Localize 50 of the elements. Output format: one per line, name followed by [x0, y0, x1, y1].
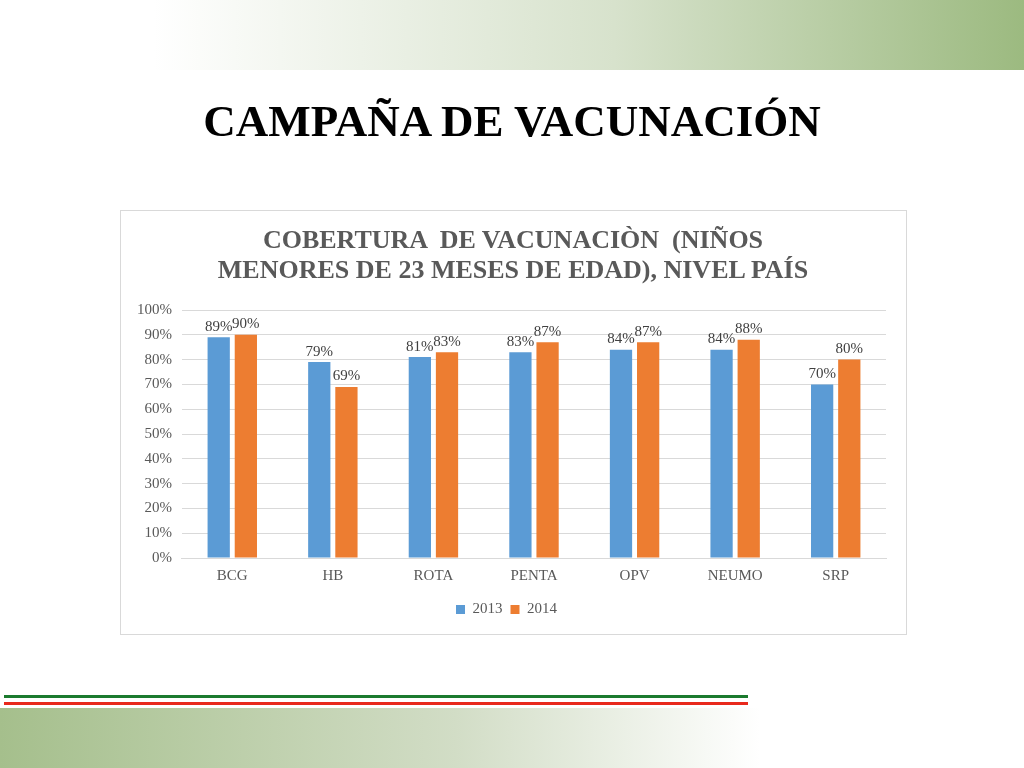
y-tick-label: 60% — [144, 400, 172, 417]
bar — [234, 334, 257, 558]
y-tick-label: 10% — [144, 524, 172, 541]
data-label: 79% — [305, 342, 334, 359]
data-label: 83% — [506, 332, 535, 349]
x-tick-label: PENTA — [510, 566, 558, 583]
chart-subtitle: COBERTURA DE VACUNACIÒN (NIÑOS MENORES DE 23 MESES DE EDAD), NIVEL PAÍS — [216, 225, 810, 285]
x-tick-label: NEUMO — [707, 566, 763, 583]
x-tick-label: ROTA — [413, 566, 454, 583]
y-tick-label: 70% — [144, 375, 172, 392]
bar — [207, 337, 230, 558]
data-label: 83% — [433, 332, 461, 349]
y-tick-label: 90% — [144, 325, 172, 342]
bar — [737, 339, 760, 558]
data-label: 84% — [707, 330, 736, 347]
chart-title: CAMPAÑA DE VACUNACIÓN — [202, 95, 822, 147]
data-label: 87% — [533, 322, 562, 339]
data-label: 89% — [204, 317, 233, 334]
bar — [335, 386, 358, 558]
x-tick-label: SRP — [822, 566, 850, 583]
bar — [435, 352, 459, 558]
data-label: 81% — [406, 337, 434, 354]
data-label: 69% — [332, 367, 361, 384]
y-tick-label: 100% — [137, 300, 172, 317]
bar — [710, 349, 733, 558]
y-tick-label: 50% — [144, 424, 172, 441]
x-tick-label: BCG — [216, 566, 248, 583]
bar — [536, 342, 559, 558]
y-tick-label: 0% — [152, 548, 172, 565]
bar — [509, 352, 532, 558]
data-label: 70% — [808, 364, 836, 381]
x-tick-label: OPV — [619, 566, 650, 583]
y-tick-label: 30% — [144, 474, 172, 491]
y-tick-label: 20% — [144, 499, 172, 516]
data-label: 87% — [634, 322, 662, 339]
data-label: 90% — [232, 315, 260, 332]
bar — [838, 359, 861, 558]
bar — [609, 349, 633, 558]
x-tick-label: HB — [322, 566, 344, 583]
legend-label: 2013 — [472, 600, 503, 617]
data-label: 84% — [607, 330, 635, 347]
legend-label: 2014 — [527, 600, 558, 617]
bar — [811, 384, 834, 558]
data-label: 88% — [734, 320, 763, 337]
data-label: 80% — [835, 340, 864, 357]
bar — [408, 357, 431, 558]
y-tick-label: 40% — [144, 449, 172, 466]
y-tick-label: 80% — [144, 350, 172, 367]
bar — [308, 362, 331, 558]
bar — [637, 342, 660, 558]
